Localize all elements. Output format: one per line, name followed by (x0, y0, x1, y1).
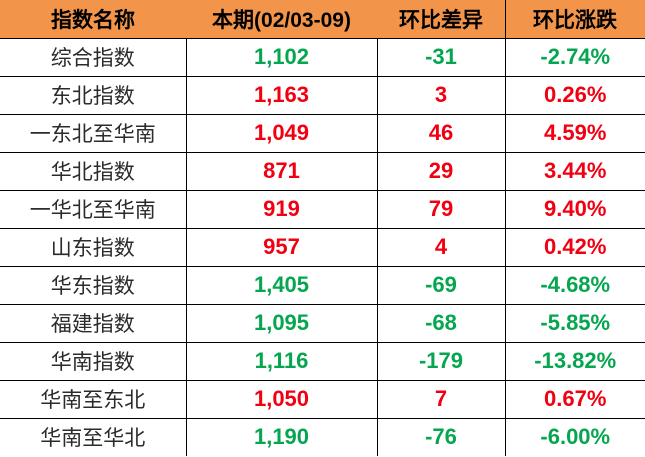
table-row: 一华北至华南 919 79 9.40% (0, 189, 645, 229)
table-row: 一东北至华南 1,049 46 4.59% (0, 113, 645, 153)
table-row: 华南至东北 1,050 7 0.67% (0, 379, 645, 419)
current-period-value-cell: 1,190 (186, 417, 378, 456)
period-diff-value-cell: 79 (377, 189, 506, 229)
table-row: 华南指数 1,116 -179 -13.82% (0, 341, 645, 381)
period-change-value-cell: -5.85% (505, 303, 645, 343)
index-name-cell: 一华北至华南 (0, 189, 187, 229)
current-period-value-cell: 871 (186, 151, 378, 191)
table-row: 东北指数 1,163 3 0.26% (0, 75, 645, 115)
period-diff-value-cell: 29 (377, 151, 506, 191)
period-change-value-cell: -13.82% (505, 341, 645, 381)
current-period-value-cell: 1,102 (186, 37, 378, 77)
period-diff-value-cell: -179 (377, 341, 506, 381)
index-name-cell: 华南至华北 (0, 417, 187, 456)
period-change-value-cell: 0.26% (505, 75, 645, 115)
index-name-cell: 福建指数 (0, 303, 187, 343)
table-row: 华北指数 871 29 3.44% (0, 151, 645, 191)
table-body: 综合指数 1,102 -31 -2.74% 东北指数 1,163 3 0.26% 一东北至华南 1… (0, 37, 645, 456)
current-period-value-cell: 1,163 (186, 75, 378, 115)
period-change-value-cell: 3.44% (505, 151, 645, 191)
column-header-index-name: 指数名称 (0, 0, 186, 38)
period-change-value-cell: -6.00% (505, 417, 645, 456)
index-name-cell: 华南至东北 (0, 379, 187, 419)
table-row: 华东指数 1,405 -69 -4.68% (0, 265, 645, 305)
index-name-cell: 一东北至华南 (0, 113, 187, 153)
table-row: 山东指数 957 4 0.42% (0, 227, 645, 267)
table-row: 综合指数 1,102 -31 -2.74% (0, 37, 645, 77)
period-change-value-cell: 9.40% (505, 189, 645, 229)
current-period-value-cell: 957 (186, 227, 378, 267)
period-diff-value-cell: -69 (377, 265, 506, 305)
period-diff-value-cell: 7 (377, 379, 506, 419)
column-header-current-period: 本期(02/03-09) (186, 0, 377, 38)
period-diff-value-cell: -68 (377, 303, 506, 343)
table-row: 华南至华北 1,190 -76 -6.00% (0, 417, 645, 456)
period-diff-value-cell: -76 (377, 417, 506, 456)
period-diff-value-cell: 3 (377, 75, 506, 115)
current-period-value-cell: 1,050 (186, 379, 378, 419)
table-header: 指数名称 本期(02/03-09) 环比差异 环比涨跌 (0, 0, 645, 38)
index-name-cell: 东北指数 (0, 75, 187, 115)
index-name-cell: 山东指数 (0, 227, 187, 267)
current-period-value-cell: 1,405 (186, 265, 378, 305)
index-name-cell: 华南指数 (0, 341, 187, 381)
index-name-cell: 华东指数 (0, 265, 187, 305)
column-header-period-change: 环比涨跌 (505, 0, 645, 38)
table-header-row: 指数名称 本期(02/03-09) 环比差异 环比涨跌 (0, 0, 645, 38)
period-change-value-cell: -2.74% (505, 37, 645, 77)
column-header-period-diff: 环比差异 (377, 0, 505, 38)
current-period-value-cell: 919 (186, 189, 378, 229)
current-period-value-cell: 1,049 (186, 113, 378, 153)
period-diff-value-cell: 4 (377, 227, 506, 267)
current-period-value-cell: 1,116 (186, 341, 378, 381)
current-period-value-cell: 1,095 (186, 303, 378, 343)
index-name-cell: 综合指数 (0, 37, 187, 77)
index-name-cell: 华北指数 (0, 151, 187, 191)
table-row: 福建指数 1,095 -68 -5.85% (0, 303, 645, 343)
period-change-value-cell: 4.59% (505, 113, 645, 153)
period-change-value-cell: 0.67% (505, 379, 645, 419)
period-diff-value-cell: 46 (377, 113, 506, 153)
period-change-value-cell: 0.42% (505, 227, 645, 267)
period-diff-value-cell: -31 (377, 37, 506, 77)
period-change-value-cell: -4.68% (505, 265, 645, 305)
